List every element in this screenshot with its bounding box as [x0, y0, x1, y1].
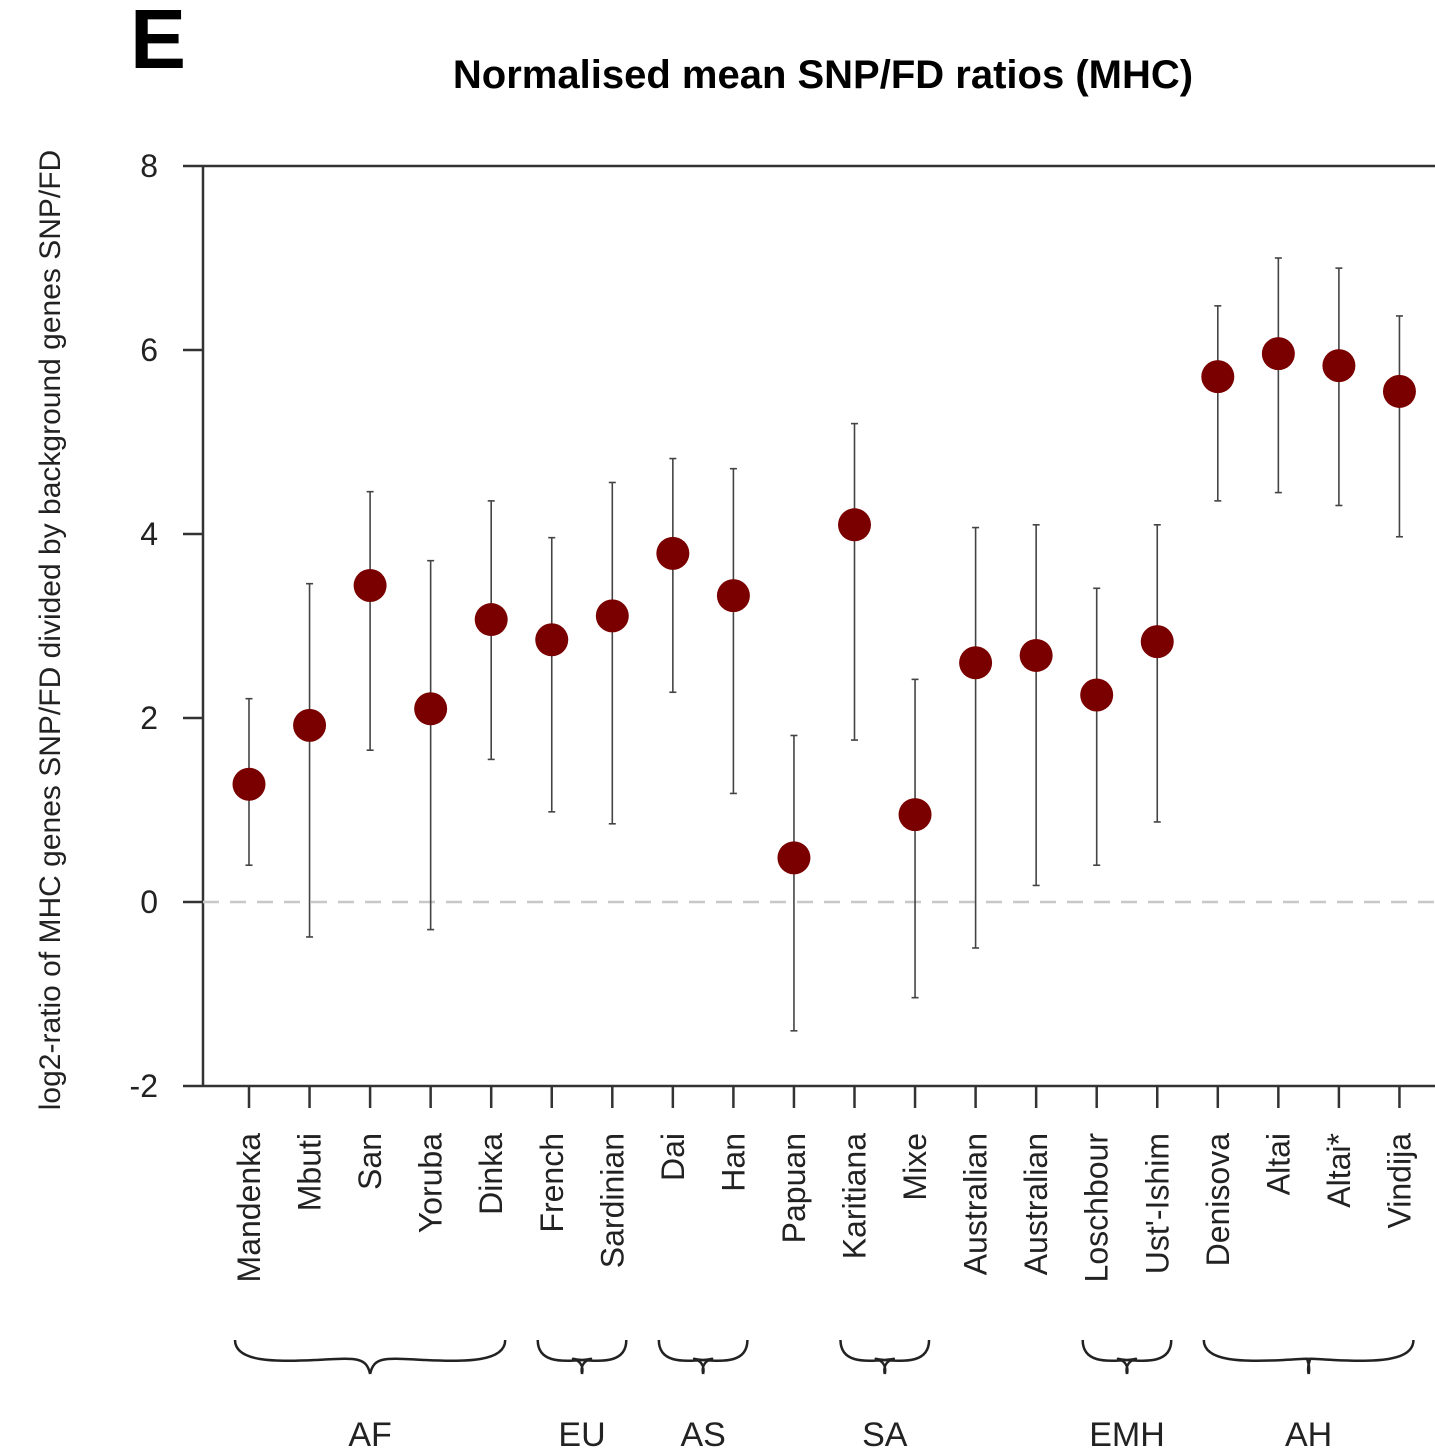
data-point — [1140, 625, 1174, 659]
data-point — [959, 646, 993, 680]
group-brace — [536, 1339, 628, 1375]
data-point — [898, 798, 932, 832]
data-point — [1382, 374, 1416, 408]
y-tick-label: -2 — [130, 1068, 158, 1104]
data-point — [535, 623, 569, 657]
group-label: AS — [680, 1416, 725, 1453]
category-label: Dai — [655, 1133, 691, 1181]
category-label: Australian — [1018, 1133, 1054, 1275]
data-point — [777, 841, 811, 875]
category-label: Yoruba — [413, 1133, 449, 1233]
data-point — [353, 569, 387, 603]
y-tick-label: 6 — [140, 332, 158, 368]
group-label: SA — [862, 1416, 908, 1453]
category-label: Mbuti — [292, 1133, 328, 1211]
data-point — [293, 708, 327, 742]
category-label: Dinka — [473, 1133, 509, 1215]
group-brace — [1081, 1339, 1173, 1375]
y-tick-label: 4 — [140, 516, 158, 552]
data-point — [1019, 638, 1053, 672]
group-brace — [233, 1339, 507, 1375]
data-point — [232, 767, 266, 801]
group-brace — [1202, 1339, 1415, 1375]
group-brace — [839, 1339, 931, 1375]
category-label: Altai* — [1321, 1133, 1357, 1208]
category-label: Karitiana — [837, 1133, 873, 1260]
chart-title: Normalised mean SNP/FD ratios (MHC) — [453, 53, 1193, 97]
y-tick-label: 0 — [140, 884, 158, 920]
category-label: Mixe — [897, 1133, 933, 1201]
data-point — [838, 508, 871, 542]
category-label: Australian — [958, 1133, 994, 1275]
y-axis-label: log2-ratio of MHC genes SNP/FD divided b… — [34, 150, 67, 1110]
category-label: Han — [715, 1133, 751, 1192]
group-label: AH — [1285, 1416, 1332, 1453]
category-label: San — [352, 1133, 388, 1190]
data-point — [656, 536, 690, 570]
category-label: Loschbour — [1079, 1133, 1115, 1283]
group-brace — [657, 1339, 749, 1375]
data-point — [1201, 360, 1235, 394]
category-label: Papuan — [776, 1133, 812, 1243]
panel-letter: E — [130, 0, 186, 86]
data-point — [716, 579, 750, 613]
group-label: AF — [348, 1416, 391, 1453]
category-label: Denisova — [1200, 1133, 1236, 1267]
category-label: Sardinian — [594, 1133, 630, 1268]
data-point — [1261, 337, 1295, 371]
y-tick-label: 2 — [140, 700, 158, 736]
data-point — [1322, 349, 1356, 383]
plot-area: -2 0 2 4 6 8 Mandenka Mbuti San Yoruba Dinka French… — [130, 148, 1435, 1453]
group-label: EU — [558, 1416, 605, 1453]
group-label: EMH — [1089, 1416, 1165, 1453]
category-label: Altai — [1260, 1133, 1296, 1195]
category-label: French — [534, 1133, 570, 1233]
y-tick-label: 8 — [140, 148, 158, 184]
data-point — [595, 599, 629, 633]
category-label: Ust'-Ishim — [1139, 1133, 1175, 1274]
data-point — [1080, 678, 1114, 712]
data-point — [414, 692, 448, 726]
category-label: Vindija — [1381, 1133, 1417, 1229]
data-point — [474, 603, 508, 637]
category-label: Mandenka — [231, 1133, 267, 1283]
